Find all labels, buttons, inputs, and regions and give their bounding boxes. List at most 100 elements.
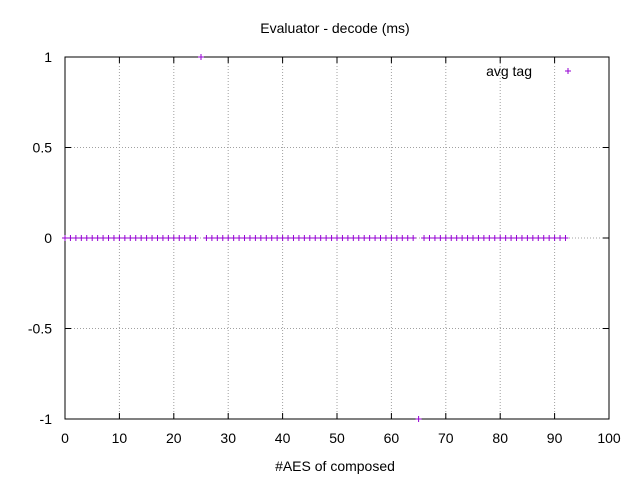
data-point	[230, 235, 237, 241]
data-point	[399, 235, 406, 241]
data-point	[453, 235, 460, 241]
data-point	[437, 235, 444, 241]
data-point	[263, 235, 270, 241]
data-point	[62, 235, 68, 241]
data-point	[121, 235, 128, 241]
data-point	[448, 235, 455, 241]
y-tick-label: 0	[44, 230, 52, 246]
data-point	[502, 235, 509, 241]
data-point	[241, 235, 248, 241]
data-point	[138, 235, 145, 241]
data-point	[274, 235, 281, 241]
data-point	[208, 235, 215, 241]
legend: avg tag	[486, 63, 571, 79]
x-tick-label: 50	[329, 430, 345, 446]
data-point	[442, 235, 449, 241]
x-tick-label: 60	[384, 430, 400, 446]
data-point	[328, 235, 335, 241]
data-point	[518, 235, 525, 241]
data-point	[285, 235, 292, 241]
data-point	[105, 235, 112, 241]
y-tick-label: 0.5	[33, 140, 53, 156]
data-point	[219, 235, 226, 241]
data-point	[236, 235, 243, 241]
data-point	[372, 235, 379, 241]
data-point	[94, 235, 101, 241]
data-point	[252, 235, 259, 241]
x-tick-label: 30	[220, 430, 236, 446]
y-tick-label: -1	[40, 411, 53, 427]
data-point	[257, 235, 264, 241]
data-point	[480, 235, 487, 241]
data-point	[176, 235, 183, 241]
data-point	[317, 235, 324, 241]
data-point	[132, 235, 139, 241]
x-tick-label: 20	[166, 430, 182, 446]
data-point	[464, 235, 471, 241]
legend-label-avg-tag: avg tag	[486, 63, 532, 79]
data-point	[508, 235, 515, 241]
data-point	[149, 235, 156, 241]
y-tick-label: 1	[44, 49, 52, 65]
data-point	[361, 235, 368, 241]
data-point	[170, 235, 177, 241]
data-point	[562, 235, 569, 241]
data-point	[312, 235, 319, 241]
data-point	[426, 235, 433, 241]
data-point	[524, 235, 531, 241]
data-point	[187, 235, 194, 241]
x-tick-label: 90	[547, 430, 563, 446]
data-point	[89, 235, 96, 241]
data-point	[306, 235, 313, 241]
data-point	[295, 235, 302, 241]
data-point	[497, 235, 504, 241]
data-point	[388, 235, 395, 241]
data-point	[421, 235, 428, 241]
data-point	[366, 235, 373, 241]
legend-marker-avg-tag	[565, 68, 571, 74]
data-point	[323, 235, 330, 241]
data-point	[246, 235, 253, 241]
x-tick-label: 40	[275, 430, 291, 446]
data-point	[268, 235, 275, 241]
data-point	[127, 235, 134, 241]
x-tick-label: 80	[492, 430, 508, 446]
data-points	[62, 54, 569, 422]
data-point	[350, 235, 357, 241]
data-point	[110, 235, 117, 241]
x-axis-label: #AES of composed	[275, 458, 395, 474]
data-point	[225, 235, 232, 241]
data-point	[301, 235, 308, 241]
y-tick-label: -0.5	[28, 321, 52, 337]
data-point	[334, 235, 340, 241]
data-point	[393, 235, 400, 241]
data-point	[344, 235, 351, 241]
x-tick-label: 0	[61, 430, 69, 446]
data-point	[143, 235, 150, 241]
data-point	[83, 235, 90, 241]
data-point	[355, 235, 362, 241]
data-point	[339, 235, 346, 241]
data-point	[67, 235, 74, 241]
data-point	[382, 235, 389, 241]
data-point	[475, 235, 482, 241]
data-point	[159, 235, 166, 241]
data-point	[154, 235, 161, 241]
data-point	[551, 235, 558, 241]
data-point	[290, 235, 297, 241]
data-point	[214, 235, 221, 241]
data-point	[192, 235, 199, 241]
data-point	[181, 235, 188, 241]
data-point	[459, 235, 466, 241]
data-point	[165, 235, 172, 241]
data-point	[540, 235, 547, 241]
data-point	[529, 235, 536, 241]
data-point	[78, 235, 85, 241]
data-point	[203, 235, 210, 241]
data-point	[546, 235, 553, 241]
data-point	[431, 235, 438, 241]
axis-ticks: 0 10 20 30 40 50 60 70 80 90 100 1 0.5 0 -0.5 -1	[28, 49, 621, 446]
data-point	[535, 235, 542, 241]
data-point	[557, 235, 564, 241]
